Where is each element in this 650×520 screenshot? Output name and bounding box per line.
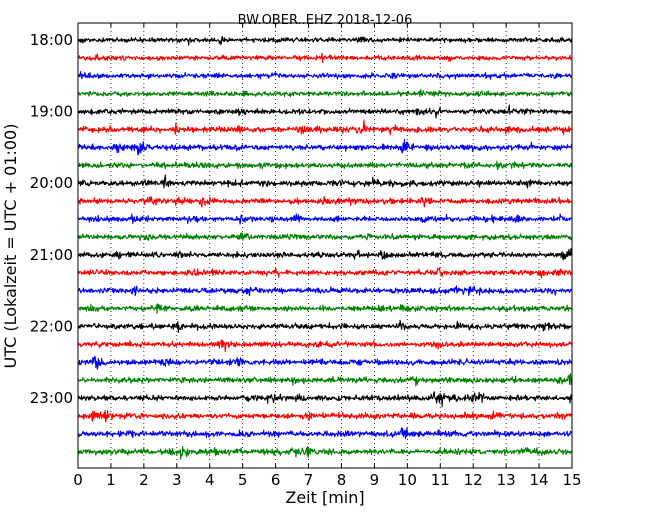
x-tick-label: 7 bbox=[304, 471, 314, 489]
y-tick-label: 23:00 bbox=[30, 389, 73, 407]
trace-line bbox=[77, 373, 573, 387]
x-tick-label: 5 bbox=[238, 471, 248, 489]
x-tick-label: 12 bbox=[464, 471, 483, 489]
trace-line bbox=[77, 35, 573, 46]
x-tick-label: 13 bbox=[497, 471, 516, 489]
y-tick-label: 18:00 bbox=[30, 31, 73, 49]
trace-line bbox=[77, 196, 573, 208]
trace-line bbox=[77, 355, 573, 370]
trace-line bbox=[77, 88, 573, 98]
plot-background bbox=[78, 23, 572, 468]
x-tick-label: 0 bbox=[73, 471, 83, 489]
trace-line bbox=[77, 247, 573, 261]
trace-line bbox=[77, 285, 573, 297]
trace-line bbox=[77, 319, 573, 334]
y-axis: 18:00 19:00 20:00 21:00 22:00 23:00 bbox=[30, 31, 572, 407]
x-tick-label: 3 bbox=[172, 471, 182, 489]
trace-line bbox=[77, 339, 573, 353]
x-tick-label: 1 bbox=[106, 471, 116, 489]
trace-line bbox=[77, 213, 573, 225]
trace-line bbox=[77, 174, 573, 189]
x-tick-label: 4 bbox=[205, 471, 215, 489]
y-tick-label: 20:00 bbox=[30, 174, 73, 192]
trace-line bbox=[77, 445, 573, 460]
y-tick-label: 22:00 bbox=[30, 317, 73, 335]
trace-line bbox=[77, 303, 573, 315]
trace-line bbox=[77, 409, 573, 423]
trace-line bbox=[77, 104, 573, 119]
x-tick-label: 14 bbox=[530, 471, 549, 489]
x-tick-label: 9 bbox=[370, 471, 380, 489]
trace-line bbox=[77, 267, 573, 279]
trace-line bbox=[77, 391, 573, 408]
y-axis-label: UTC (Lokalzeit = UTC + 01:00) bbox=[1, 124, 20, 369]
x-axis-label: Zeit [min] bbox=[285, 488, 364, 507]
trace-line bbox=[77, 232, 573, 241]
trace-line bbox=[77, 139, 573, 156]
plot-frame bbox=[77, 22, 573, 469]
x-tick-label: 11 bbox=[431, 471, 450, 489]
trace-line bbox=[77, 52, 573, 63]
x-tick-label: 8 bbox=[337, 471, 347, 489]
x-tick-label: 6 bbox=[271, 471, 281, 489]
x-tick-label: 15 bbox=[562, 471, 581, 489]
y-tick-label: 21:00 bbox=[30, 246, 73, 264]
trace-line bbox=[77, 160, 573, 170]
x-axis: 0 1 2 3 4 5 6 7 8 9 10 11 12 13 14 15 bbox=[73, 23, 582, 489]
trace-line bbox=[77, 119, 573, 136]
x-tick-label: 2 bbox=[139, 471, 149, 489]
y-tick-label: 19:00 bbox=[30, 103, 73, 121]
seismic-traces bbox=[77, 35, 573, 460]
x-tick-label: 10 bbox=[398, 471, 417, 489]
trace-line bbox=[77, 427, 573, 440]
chart-title: BW.OBER..EHZ 2018-12-06 bbox=[238, 13, 413, 28]
trace-line bbox=[77, 71, 573, 80]
